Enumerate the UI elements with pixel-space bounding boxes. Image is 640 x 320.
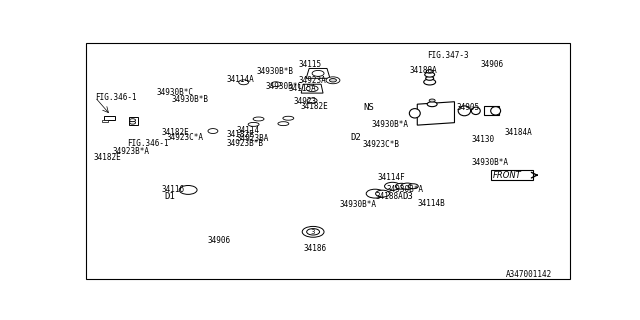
Ellipse shape [458, 106, 470, 116]
Text: 34923A: 34923A [298, 76, 326, 85]
Ellipse shape [471, 107, 480, 115]
Circle shape [376, 190, 390, 197]
Text: FRONT: FRONT [493, 171, 522, 180]
Text: 34114: 34114 [236, 125, 259, 135]
Circle shape [302, 227, 324, 237]
Text: 34930B*A: 34930B*A [339, 200, 376, 209]
Ellipse shape [283, 116, 294, 120]
Text: D2: D2 [350, 133, 361, 142]
Bar [491, 170, 533, 180]
Text: 34188A: 34188A [410, 66, 438, 75]
Text: 34116: 34116 [162, 185, 185, 194]
Circle shape [129, 119, 136, 122]
Circle shape [239, 80, 249, 85]
Circle shape [312, 70, 324, 76]
Text: 34930B*C: 34930B*C [266, 82, 303, 91]
Text: A347001142: A347001142 [506, 270, 552, 279]
Ellipse shape [253, 117, 264, 121]
Text: 34906: 34906 [208, 236, 231, 245]
Circle shape [179, 186, 197, 194]
Text: 34930B*C: 34930B*C [157, 88, 194, 97]
Circle shape [408, 184, 419, 189]
Text: 34930B*A: 34930B*A [372, 120, 409, 129]
Circle shape [428, 102, 437, 107]
Text: 34114F: 34114F [378, 172, 405, 182]
Text: 34923: 34923 [293, 97, 316, 106]
Circle shape [306, 86, 318, 92]
Text: FIG.347-3: FIG.347-3 [428, 51, 469, 60]
Bar [484, 107, 499, 115]
Circle shape [129, 121, 136, 124]
Bar [129, 117, 138, 125]
Text: 34188A: 34188A [375, 192, 403, 201]
Circle shape [366, 189, 384, 198]
Circle shape [307, 228, 319, 235]
Bar [104, 116, 115, 120]
Text: 34923C*A: 34923C*A [167, 133, 204, 142]
Circle shape [385, 182, 401, 190]
Text: 34923B*B: 34923B*B [227, 139, 263, 148]
Ellipse shape [278, 122, 289, 126]
Text: D1: D1 [164, 192, 175, 201]
Polygon shape [301, 84, 323, 93]
Text: 34905: 34905 [457, 103, 480, 112]
Polygon shape [417, 102, 454, 125]
Text: FIG.346-1: FIG.346-1 [95, 93, 136, 102]
Text: 34182E: 34182E [301, 102, 328, 111]
Circle shape [424, 79, 436, 85]
Circle shape [426, 76, 434, 80]
Circle shape [271, 82, 281, 87]
Circle shape [208, 129, 218, 133]
Text: 34930B*B: 34930B*B [172, 95, 209, 104]
Text: NS: NS [364, 103, 374, 112]
Text: 34906: 34906 [481, 60, 504, 69]
Circle shape [425, 72, 435, 77]
Text: 34182E: 34182E [162, 128, 189, 137]
Text: 34114B: 34114B [417, 199, 445, 208]
Text: 34184A: 34184A [504, 128, 532, 137]
Bar [102, 120, 108, 122]
Text: 34182E: 34182E [227, 130, 254, 139]
Text: FIG.346-1: FIG.346-1 [127, 139, 169, 148]
Text: 34186: 34186 [303, 244, 326, 253]
Circle shape [401, 183, 414, 189]
Circle shape [330, 79, 337, 82]
Text: 3: 3 [311, 229, 316, 235]
Text: 34130: 34130 [472, 135, 495, 144]
Circle shape [326, 77, 340, 84]
Text: 34930B*B: 34930B*B [256, 67, 293, 76]
Text: 34930B*A: 34930B*A [387, 185, 424, 194]
Circle shape [307, 98, 317, 103]
Polygon shape [306, 68, 330, 78]
Text: 34923C*B: 34923C*B [363, 140, 400, 149]
Ellipse shape [491, 107, 500, 115]
Ellipse shape [410, 108, 420, 118]
Text: 34930B*A: 34930B*A [472, 158, 509, 167]
Text: 34182E: 34182E [94, 153, 122, 163]
Text: 34114A: 34114A [227, 75, 254, 84]
Text: 34115A: 34115A [288, 84, 316, 93]
Circle shape [396, 183, 408, 189]
Text: D3: D3 [403, 192, 413, 201]
Circle shape [426, 70, 433, 73]
Circle shape [429, 99, 435, 102]
Text: 34923BA: 34923BA [236, 134, 269, 143]
Text: 34923B*A: 34923B*A [112, 147, 149, 156]
Text: 34115: 34115 [298, 60, 321, 69]
Ellipse shape [248, 123, 259, 126]
